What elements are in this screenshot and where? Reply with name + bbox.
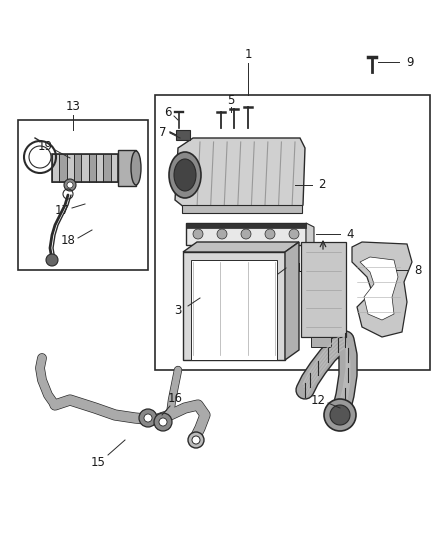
Bar <box>88 154 96 182</box>
Bar <box>183 252 285 360</box>
Bar <box>311 337 331 347</box>
Bar <box>186 223 306 245</box>
Circle shape <box>67 182 73 188</box>
Circle shape <box>139 409 157 427</box>
Text: 17: 17 <box>54 204 70 216</box>
Ellipse shape <box>131 151 141 185</box>
Bar <box>81 154 88 182</box>
Bar <box>52 154 59 182</box>
Text: 5: 5 <box>227 93 235 107</box>
Bar <box>111 154 118 182</box>
Circle shape <box>289 229 299 239</box>
Text: 19: 19 <box>38 141 53 154</box>
Bar <box>103 154 111 182</box>
Circle shape <box>217 229 227 239</box>
Text: 18: 18 <box>60 233 75 246</box>
Bar <box>155 95 430 370</box>
Text: 7: 7 <box>159 126 167 140</box>
Circle shape <box>154 413 172 431</box>
Bar <box>52 154 118 182</box>
Circle shape <box>159 418 167 426</box>
Text: 6: 6 <box>164 107 172 119</box>
Circle shape <box>188 432 204 448</box>
Text: 9: 9 <box>406 55 414 69</box>
Polygon shape <box>285 242 299 360</box>
Bar <box>59 154 67 182</box>
Bar <box>176 130 190 140</box>
Bar <box>186 223 306 228</box>
Text: 4: 4 <box>346 228 354 240</box>
Text: 8: 8 <box>414 263 422 277</box>
Polygon shape <box>306 223 314 249</box>
Polygon shape <box>183 242 299 252</box>
Circle shape <box>241 229 251 239</box>
Bar <box>118 150 136 186</box>
Circle shape <box>192 436 200 444</box>
Text: 2: 2 <box>318 179 326 191</box>
Text: 13: 13 <box>66 100 81 112</box>
Circle shape <box>144 414 152 422</box>
Bar <box>182 205 302 213</box>
Polygon shape <box>352 242 412 337</box>
Circle shape <box>193 229 203 239</box>
Text: 15: 15 <box>91 456 106 469</box>
Text: 11: 11 <box>289 262 304 274</box>
Text: 3: 3 <box>174 303 182 317</box>
Ellipse shape <box>174 159 196 191</box>
Circle shape <box>324 399 356 431</box>
Circle shape <box>265 229 275 239</box>
Circle shape <box>64 179 76 191</box>
Bar <box>18 120 148 270</box>
Bar <box>301 242 346 337</box>
Bar <box>96 154 103 182</box>
Circle shape <box>46 254 58 266</box>
Ellipse shape <box>169 152 201 198</box>
Text: 16: 16 <box>167 392 183 405</box>
Circle shape <box>330 405 350 425</box>
Text: 1: 1 <box>244 49 252 61</box>
Text: 12: 12 <box>311 393 325 407</box>
Bar <box>191 260 277 360</box>
Bar <box>67 154 74 182</box>
Polygon shape <box>360 257 398 320</box>
Bar <box>74 154 81 182</box>
Polygon shape <box>175 138 305 212</box>
